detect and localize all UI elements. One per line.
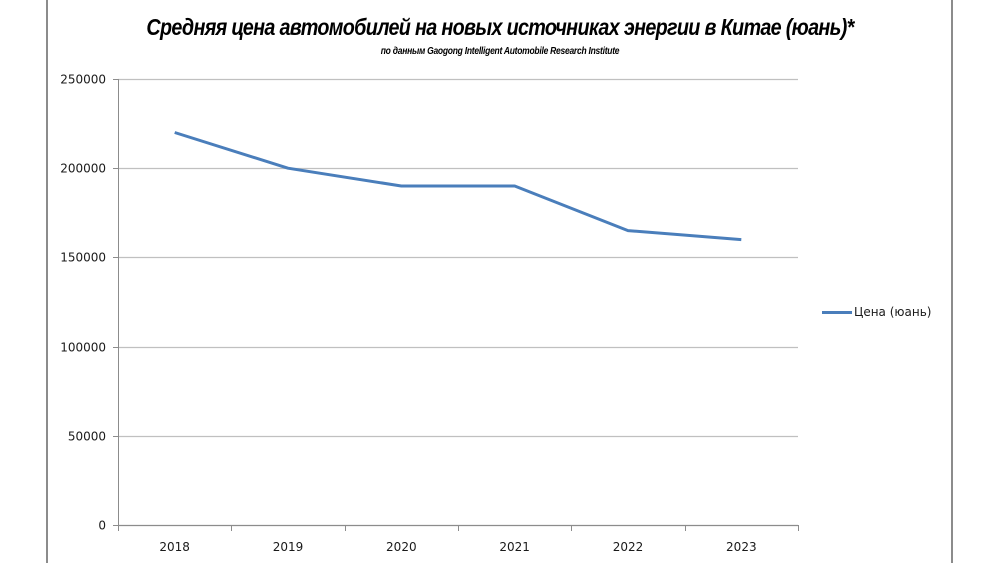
data-series xyxy=(174,131,742,242)
x-tick-label: 2018 xyxy=(159,540,190,554)
x-tick-label: 2022 xyxy=(613,540,644,554)
y-tick-label: 100000 xyxy=(60,341,106,355)
series-line xyxy=(174,131,742,242)
x-tick-label: 2023 xyxy=(726,540,757,554)
chart-title: Средняя цена автомобилей на новых источн… xyxy=(146,14,854,40)
chart-frame-left-border xyxy=(46,0,48,563)
y-tick-label: 250000 xyxy=(60,73,106,87)
chart-frame-right-border xyxy=(951,0,953,563)
y-axis-tick-labels: 0 50000 100000 150000 200000 250000 xyxy=(60,73,106,533)
y-tick-label: 0 xyxy=(98,519,106,533)
x-tick-label: 2021 xyxy=(499,540,530,554)
axes xyxy=(113,79,799,531)
chart-subtitle: по данным Gaogong Intelligent Automobile… xyxy=(380,46,620,57)
legend-line-icon xyxy=(822,310,852,314)
x-tick-label: 2020 xyxy=(386,540,417,554)
legend-label: Цена (юань) xyxy=(854,305,932,319)
x-axis-tick-labels: 2018 2019 2020 2021 2022 2023 xyxy=(159,540,756,554)
legend: Цена (юань) xyxy=(822,305,931,319)
x-tick-label: 2019 xyxy=(273,540,304,554)
y-tick-label: 200000 xyxy=(60,162,106,176)
gridlines xyxy=(118,78,798,438)
y-tick-label: 150000 xyxy=(60,251,106,265)
y-tick-label: 50000 xyxy=(68,430,106,444)
